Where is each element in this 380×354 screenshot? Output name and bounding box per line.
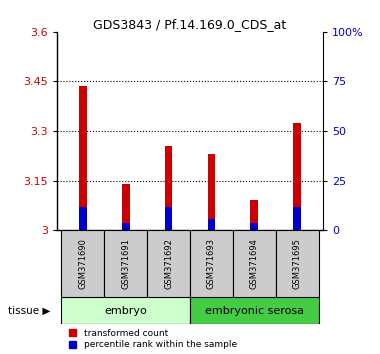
Bar bbox=[61, 230, 104, 297]
Bar bbox=[207, 154, 215, 230]
Bar bbox=[293, 123, 301, 230]
Bar bbox=[250, 200, 258, 230]
Text: embryo: embryo bbox=[104, 306, 147, 316]
Bar bbox=[79, 207, 87, 230]
Bar bbox=[147, 230, 190, 297]
Bar bbox=[293, 207, 301, 230]
Bar bbox=[250, 223, 258, 230]
Title: GDS3843 / Pf.14.169.0_CDS_at: GDS3843 / Pf.14.169.0_CDS_at bbox=[93, 18, 287, 31]
Bar bbox=[165, 207, 173, 230]
Bar bbox=[61, 297, 190, 324]
Text: GSM371691: GSM371691 bbox=[121, 238, 130, 289]
Text: GSM371690: GSM371690 bbox=[78, 238, 87, 289]
Bar bbox=[207, 218, 215, 230]
Bar bbox=[190, 297, 319, 324]
Bar bbox=[79, 86, 87, 230]
Text: GSM371692: GSM371692 bbox=[164, 238, 173, 289]
Text: GSM371694: GSM371694 bbox=[250, 238, 259, 289]
Bar bbox=[104, 230, 147, 297]
Text: GSM371693: GSM371693 bbox=[207, 238, 216, 289]
Bar bbox=[276, 230, 319, 297]
Bar bbox=[165, 146, 173, 230]
Text: GSM371695: GSM371695 bbox=[293, 238, 302, 289]
Legend: transformed count, percentile rank within the sample: transformed count, percentile rank withi… bbox=[69, 329, 237, 349]
Text: tissue ▶: tissue ▶ bbox=[8, 306, 50, 316]
Bar bbox=[190, 230, 233, 297]
Bar bbox=[122, 184, 130, 230]
Text: embryonic serosa: embryonic serosa bbox=[205, 306, 304, 316]
Bar bbox=[122, 223, 130, 230]
Bar bbox=[233, 230, 276, 297]
